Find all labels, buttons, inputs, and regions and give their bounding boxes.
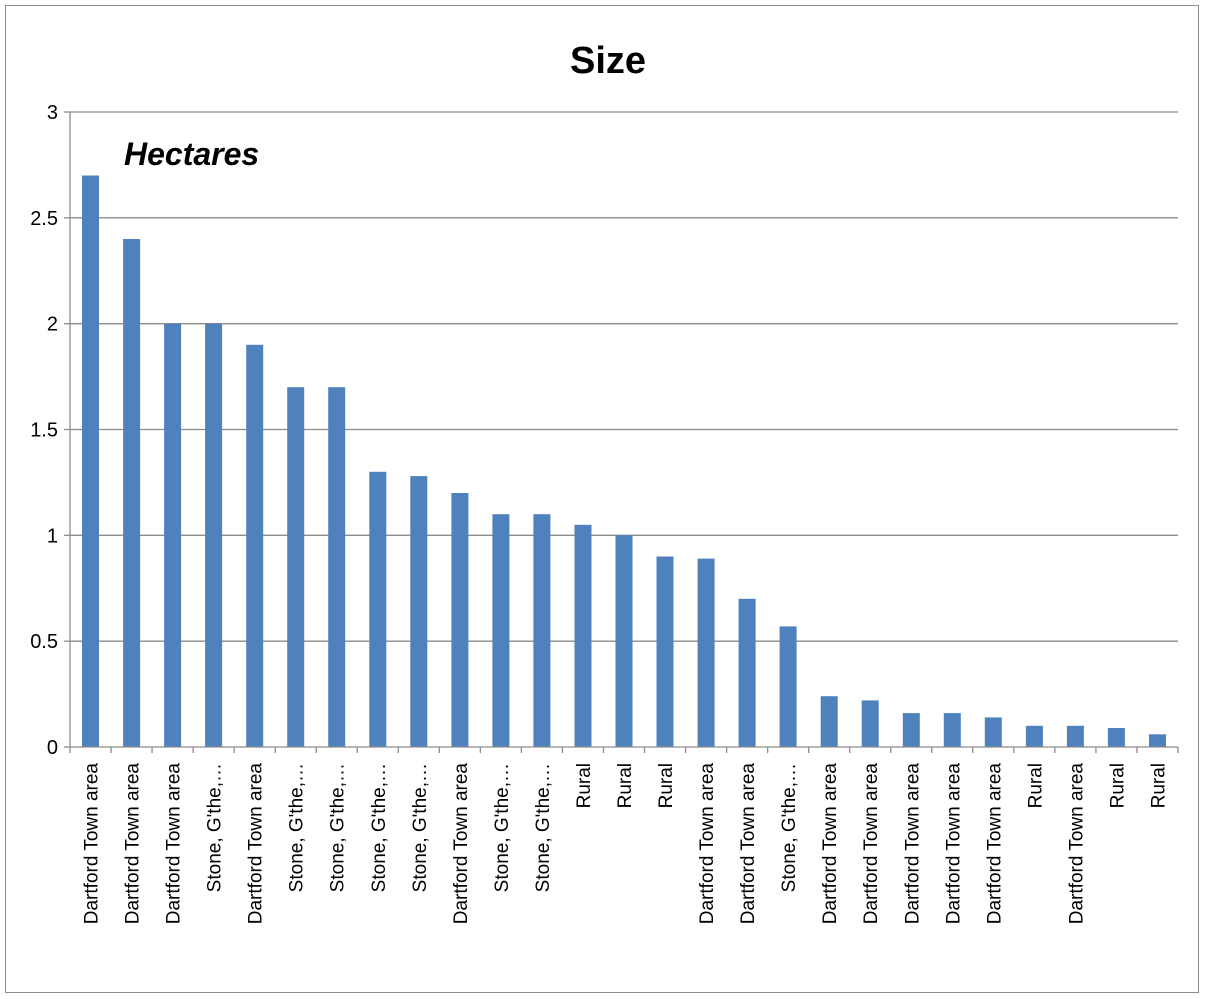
x-tick-label: Dartford Town area xyxy=(861,763,882,925)
y-tick-label: 1 xyxy=(47,525,58,547)
x-tick-label: Stone, G'the,… xyxy=(779,763,800,892)
x-tick-label: Rural xyxy=(615,763,636,808)
x-tick-label: Rural xyxy=(656,763,677,808)
bar xyxy=(328,387,346,747)
bar xyxy=(1107,728,1125,747)
bar xyxy=(369,471,387,747)
y-tick-label: 1.5 xyxy=(30,420,58,442)
x-tick-label: Dartford Town area xyxy=(697,763,718,925)
x-tick-label: Rural xyxy=(1149,763,1170,808)
bar xyxy=(451,493,469,747)
x-tick-label: Dartford Town area xyxy=(123,763,144,925)
x-tick-label: Rural xyxy=(574,763,595,808)
bar xyxy=(82,175,99,747)
x-tick-label: Dartford Town area xyxy=(902,763,923,925)
bar xyxy=(820,696,838,747)
bar xyxy=(779,626,797,747)
x-tick-label: Stone, G'the,… xyxy=(369,763,390,892)
bar xyxy=(533,514,551,747)
bar xyxy=(492,514,510,747)
bar xyxy=(656,556,674,747)
bar xyxy=(943,713,961,747)
bar xyxy=(861,700,879,747)
x-tick-label: Rural xyxy=(1025,763,1046,808)
bar xyxy=(1025,725,1043,747)
unit-annotation: Hectares xyxy=(124,136,259,172)
x-tick-label: Stone, G'the,… xyxy=(205,763,226,892)
x-tick-label: Rural xyxy=(1107,763,1128,808)
x-tick-label: Dartford Town area xyxy=(738,763,759,925)
bar xyxy=(1149,734,1166,747)
x-tick-label: Stone, G'the,… xyxy=(328,763,349,892)
x-tick-label: Dartford Town area xyxy=(984,763,1005,925)
x-tick-label: Dartford Town area xyxy=(820,763,841,925)
y-tick-label: 3 xyxy=(47,102,58,124)
x-tick-label: Dartford Town area xyxy=(164,763,185,925)
x-tick-label: Dartford Town area xyxy=(943,763,964,925)
bar xyxy=(1066,725,1084,747)
bar xyxy=(697,558,715,747)
bars xyxy=(82,175,1166,748)
x-tick-labels: Dartford Town area Dartford Town area Dart… xyxy=(82,763,1170,925)
bar xyxy=(246,344,264,747)
x-tick-label: Stone, G'the,… xyxy=(287,763,308,892)
x-tick-label: Stone, G'the,… xyxy=(410,763,431,892)
chart-title: Size xyxy=(570,40,646,82)
x-tick-label: Dartford Town area xyxy=(451,763,472,925)
y-tick-label: 2.5 xyxy=(30,208,58,230)
y-tick-label: 2 xyxy=(47,314,58,336)
bar xyxy=(205,323,223,747)
y-tick-label: 0.5 xyxy=(30,631,58,653)
x-tick-label: Dartford Town area xyxy=(246,763,267,925)
bar xyxy=(164,323,182,747)
bar xyxy=(615,535,633,747)
bar xyxy=(902,713,920,747)
x-tick-label: Dartford Town area xyxy=(82,763,103,925)
bar xyxy=(574,524,592,748)
bar xyxy=(123,239,141,747)
bar xyxy=(410,476,428,747)
bar xyxy=(287,387,305,747)
y-tick-labels: 0 0.5 1 1.5 2 2.5 3 xyxy=(30,102,58,759)
bar xyxy=(984,717,1002,747)
x-tick-label: Dartford Town area xyxy=(1066,763,1087,925)
x-tick-label: Stone, G'the,… xyxy=(492,763,513,892)
axes xyxy=(69,112,1179,753)
bar xyxy=(738,598,756,747)
y-tick-label: 0 xyxy=(47,737,58,759)
chart-frame xyxy=(5,5,1199,993)
x-tick-label: Stone, G'the,… xyxy=(533,763,554,892)
